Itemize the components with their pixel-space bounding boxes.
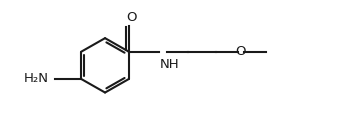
- Text: H₂N: H₂N: [24, 72, 49, 85]
- Text: O: O: [126, 11, 137, 24]
- Text: O: O: [236, 45, 246, 58]
- Text: NH: NH: [160, 58, 179, 71]
